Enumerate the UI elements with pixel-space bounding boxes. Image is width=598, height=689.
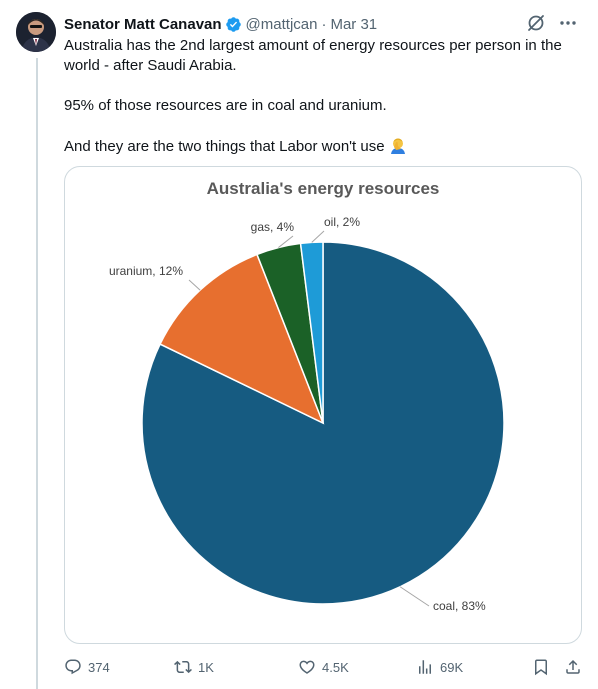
reply-icon bbox=[65, 659, 81, 675]
reply-button[interactable]: 374 bbox=[64, 656, 110, 678]
like-count: 4.5K bbox=[322, 659, 349, 675]
tweet-paragraph-1: Australia has the 2nd largest amount of … bbox=[64, 37, 562, 74]
views-button[interactable]: 69K bbox=[416, 656, 463, 678]
retweet-icon bbox=[174, 660, 192, 674]
pie-label-coal: coal, 83% bbox=[433, 599, 486, 613]
retweet-count: 1K bbox=[198, 659, 214, 675]
leader-line-gas bbox=[278, 235, 294, 248]
leader-line-coal bbox=[399, 586, 430, 607]
separator-dot: · bbox=[321, 15, 327, 33]
pie-slice-oil bbox=[299, 241, 324, 424]
pie-slices bbox=[141, 241, 505, 605]
chart-title: Australia's energy resources bbox=[207, 179, 440, 198]
tweet-paragraph-2: 95% of those resources are in coal and u… bbox=[64, 97, 387, 114]
tweet-paragraph-3-text: And they are the two things that Labor w… bbox=[64, 138, 385, 155]
bookmark-icon bbox=[535, 659, 547, 676]
handle[interactable]: @mattjcan bbox=[245, 15, 318, 33]
pie-leader-lines bbox=[188, 230, 430, 607]
share-button[interactable] bbox=[564, 656, 582, 678]
like-button[interactable]: 4.5K bbox=[298, 656, 349, 678]
share-icon bbox=[566, 659, 580, 674]
leader-line-oil bbox=[311, 230, 325, 243]
thread-line bbox=[36, 58, 38, 689]
tweet-text: Australia has the 2nd largest amount of … bbox=[64, 36, 584, 160]
pie-slice-uranium bbox=[159, 253, 325, 425]
more-icon[interactable] bbox=[558, 13, 578, 33]
action-bar: 374 1K 4.5K 69K bbox=[64, 656, 584, 678]
avatar[interactable] bbox=[16, 12, 56, 52]
man-facepalming-emoji bbox=[389, 136, 407, 160]
leader-line-uranium bbox=[188, 279, 201, 291]
verified-badge-icon bbox=[225, 16, 242, 33]
header-actions bbox=[526, 13, 578, 33]
views-icon bbox=[419, 660, 431, 674]
pie-label-gas: gas, 4% bbox=[251, 220, 295, 234]
pie-label-oil: oil, 2% bbox=[324, 215, 360, 229]
heart-icon bbox=[299, 660, 315, 674]
bookmark-button[interactable] bbox=[532, 656, 550, 678]
timestamp[interactable]: Mar 31 bbox=[330, 15, 378, 33]
avatar-photo bbox=[16, 12, 56, 52]
tweet-paragraph-3: And they are the two things that Labor w… bbox=[64, 136, 584, 160]
pie-labels: coal, 83% uranium, 12% gas, 4% oil, 2% bbox=[109, 215, 486, 613]
views-count: 69K bbox=[440, 659, 464, 675]
tweet-header: Senator Matt Canavan @mattjcan · Mar 31 bbox=[64, 14, 582, 34]
grok-icon[interactable] bbox=[526, 13, 546, 33]
pie-chart: Australia's energy resources coal, 83% ur… bbox=[109, 179, 505, 613]
display-name[interactable]: Senator Matt Canavan bbox=[64, 15, 222, 33]
chart-image[interactable]: Australia's energy resources coal, 83% ur… bbox=[64, 166, 582, 644]
retweet-button[interactable]: 1K bbox=[174, 656, 214, 678]
pie-label-uranium: uranium, 12% bbox=[109, 264, 183, 278]
reply-count: 374 bbox=[88, 659, 110, 675]
